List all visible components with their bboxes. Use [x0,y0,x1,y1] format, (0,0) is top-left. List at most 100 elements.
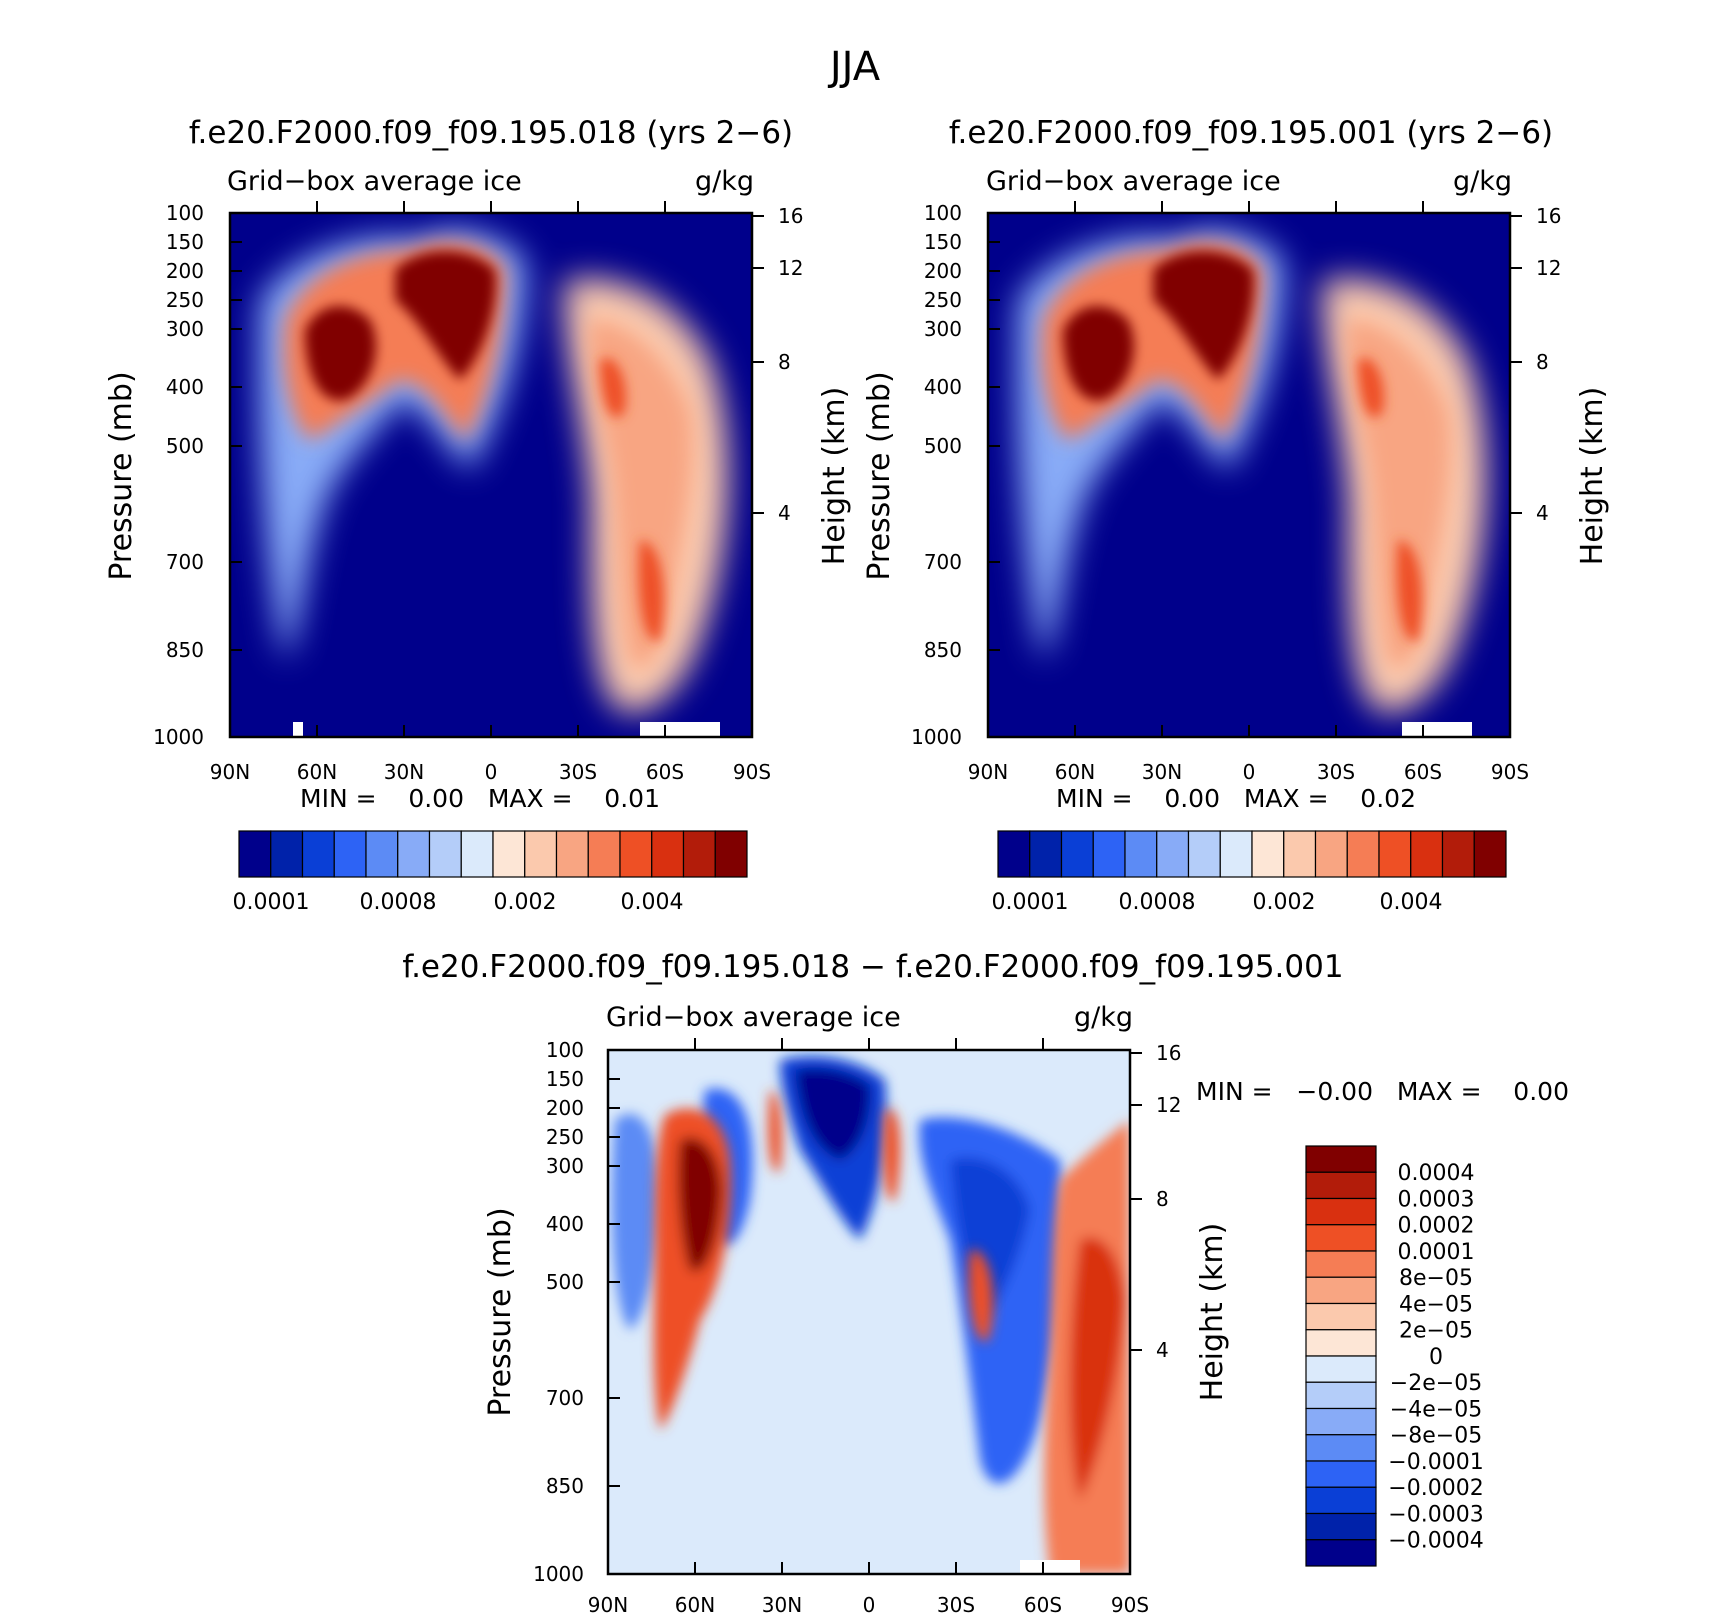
panel-2-y-label: Pressure (mb) [862,371,897,580]
colorbar-swatch [270,830,304,878]
panel-3-y-label: Pressure (mb) [483,1207,518,1416]
panel-1-y-ticks: 100 150 200 250 300 400 500 700 850 1000 [153,201,242,749]
panel-2: f.e20.F2000.f09_f09.195.001 (yrs 2−6) Gr… [862,115,1610,915]
colorbar-swatch [1060,830,1094,878]
colorbar-swatch [1305,1355,1377,1383]
colorbar-swatch [1156,830,1190,878]
y-tick-label: 500 [166,434,204,458]
colorbar-swatch [651,830,685,878]
colorbar-label: 0.0001 [233,890,310,915]
panel-1-colorbar: 0.0001 0.0008 0.002 0.004 [233,830,748,915]
x-tick-label: 90S [733,760,771,784]
y-tick-label: 100 [924,201,962,225]
colorbar-swatch [301,830,335,878]
colorbar-swatch [1441,830,1475,878]
colorbar-swatch [1346,830,1380,878]
colorbar-swatch [1305,1434,1377,1462]
x-tick-label: 30N [762,1593,802,1616]
colorbar-swatch [492,830,526,878]
colorbar-label: −0.0004 [1388,1529,1483,1554]
colorbar-label: 0.0004 [1398,1161,1475,1186]
panel-3-y2-ticks: 16 12 8 4 [1130,1041,1181,1362]
y2-tick-label: 4 [778,501,791,525]
colorbar-swatch [428,830,462,878]
y-tick-label: 1000 [533,1562,584,1586]
figure-title: JJA [827,44,881,90]
colorbar-label: −0.0002 [1388,1476,1483,1501]
panel-3-min-max: MIN = −0.00 MAX = 0.00 [1196,1077,1569,1106]
colorbar-label: −0.0001 [1388,1450,1483,1475]
colorbar-label: 0.002 [1253,890,1316,915]
panel-2-field [988,213,1510,737]
panel-2-y2-label: Height (km) [1575,387,1610,566]
colorbar-swatch [1305,1302,1377,1331]
y2-tick-label: 4 [1536,501,1549,525]
colorbar-swatch [1305,1486,1377,1515]
colorbar-label: 4e−05 [1399,1292,1473,1317]
colorbar-swatch [1305,1539,1377,1567]
panel-2-title: f.e20.F2000.f09_f09.195.001 (yrs 2−6) [949,115,1553,151]
x-tick-label: 30S [1317,760,1355,784]
colorbar-label: 0.004 [621,890,684,915]
colorbar-label: 0.0001 [992,890,1069,915]
panel-3-y2-label: Height (km) [1195,1223,1230,1402]
colorbar-swatch [997,830,1031,878]
y-tick-label: 1000 [153,725,204,749]
x-tick-label: 0 [863,1593,876,1616]
colorbar-label: 0.004 [1380,890,1443,915]
y-tick-label: 850 [924,638,962,662]
y-tick-label: 300 [924,317,962,341]
colorbar-swatch [1187,830,1221,878]
y-tick-label: 400 [546,1212,584,1236]
colorbar-swatch [1283,830,1317,878]
y-tick-label: 250 [546,1125,584,1149]
y-tick-label: 300 [546,1154,584,1178]
x-tick-label: 60N [675,1593,715,1616]
colorbar-swatch [397,830,431,878]
y2-tick-label: 4 [1156,1338,1169,1362]
panel-1: f.e20.F2000.f09_f09.195.018 (yrs 2−6) Gr… [104,115,852,915]
colorbar-swatch [1305,1250,1377,1278]
x-tick-label: 90S [1491,760,1529,784]
y-tick-label: 700 [924,550,962,574]
colorbar-swatch [619,830,653,878]
panel-3-title: f.e20.F2000.f09_f09.195.018 − f.e20.F200… [402,949,1343,985]
y-tick-label: 100 [546,1038,584,1062]
colorbar-label: 0.0001 [1398,1240,1475,1265]
y-tick-label: 100 [166,201,204,225]
colorbar-swatch [1305,1276,1377,1305]
colorbar-swatch [1305,1145,1377,1173]
panel-2-colorbar: 0.0001 0.0008 0.002 0.004 [992,830,1507,915]
colorbar-swatch [1029,830,1063,878]
x-tick-label: 90N [588,1593,628,1616]
y-tick-label: 700 [546,1386,584,1410]
y2-tick-label: 16 [778,204,803,228]
panel-1-field [230,213,752,737]
panel-1-variable: Grid−box average ice [227,166,522,197]
panel-1-y-label: Pressure (mb) [104,371,139,580]
x-tick-label: 60S [646,760,684,784]
colorbar-label: −8e−05 [1390,1424,1482,1449]
y-tick-label: 500 [546,1270,584,1294]
y-tick-label: 250 [166,288,204,312]
colorbar-swatch [1305,1512,1377,1541]
colorbar-swatch [1305,1460,1377,1488]
panel-1-y2-label: Height (km) [817,387,852,566]
colorbar-label: −2e−05 [1390,1371,1482,1396]
panel-2-variable: Grid−box average ice [986,166,1281,197]
colorbar-swatch [1473,830,1507,878]
x-tick-label: 60S [1024,1593,1062,1616]
y-tick-label: 200 [546,1096,584,1120]
panel-3-variable: Grid−box average ice [606,1002,901,1033]
colorbar-swatch [1410,830,1444,878]
colorbar-swatch [524,830,558,878]
y-tick-label: 200 [166,259,204,283]
colorbar-swatch [1092,830,1126,878]
colorbar-swatch [1305,1329,1377,1357]
y-tick-label: 200 [924,259,962,283]
x-tick-label: 30N [1142,760,1182,784]
y2-tick-label: 16 [1536,204,1561,228]
x-tick-label: 0 [1243,760,1256,784]
colorbar-swatch [460,830,494,878]
